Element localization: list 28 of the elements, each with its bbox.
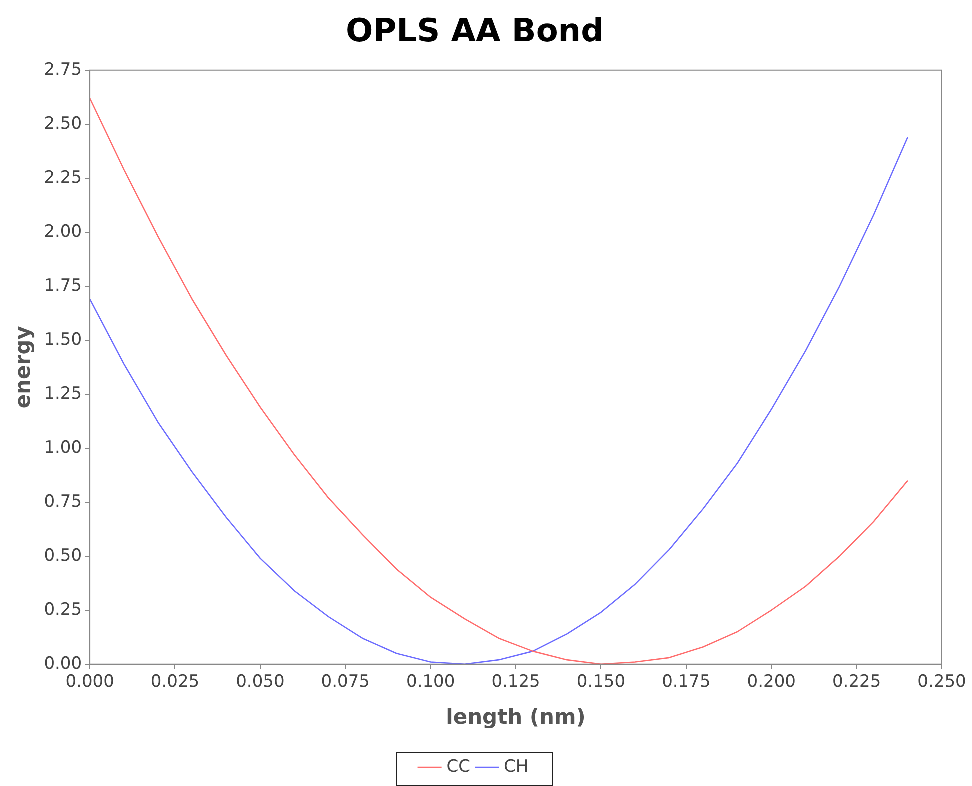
- x-tick-label: 0.125: [492, 672, 540, 692]
- x-tick-label: 0.175: [662, 672, 711, 692]
- legend-label: CC: [446, 756, 471, 777]
- x-tick-label: 0.025: [150, 672, 200, 692]
- y-tick-label: 0.50: [44, 546, 82, 566]
- legend-label: CH: [504, 756, 529, 777]
- y-tick-label: 0.00: [44, 654, 82, 674]
- y-tick-label: 1.75: [44, 276, 82, 296]
- y-tick-label: 1.50: [44, 330, 82, 350]
- x-axis-title: length (nm): [446, 704, 586, 729]
- x-tick-label: 0.225: [832, 672, 882, 692]
- chart-title: OPLS AA Bond: [346, 12, 604, 50]
- y-tick-label: 1.00: [44, 438, 82, 458]
- y-tick-label: 0.25: [44, 600, 82, 620]
- x-tick-label: 0.075: [321, 672, 370, 692]
- x-tick-label: 0.150: [576, 672, 626, 692]
- y-axis-title: energy: [11, 326, 36, 409]
- y-tick-label: 2.25: [44, 168, 82, 188]
- y-tick-label: 0.75: [44, 492, 82, 512]
- x-tick-label: 0.000: [66, 672, 114, 692]
- y-tick-label: 2.50: [44, 114, 82, 134]
- y-tick-label: 2.75: [44, 60, 82, 80]
- x-tick-label: 0.050: [236, 672, 285, 692]
- y-tick-label: 1.25: [44, 384, 82, 404]
- x-tick-label: 0.250: [918, 672, 966, 692]
- y-tick-label: 2.00: [44, 222, 82, 242]
- x-tick-label: 0.100: [406, 672, 456, 692]
- x-tick-label: 0.200: [747, 672, 796, 692]
